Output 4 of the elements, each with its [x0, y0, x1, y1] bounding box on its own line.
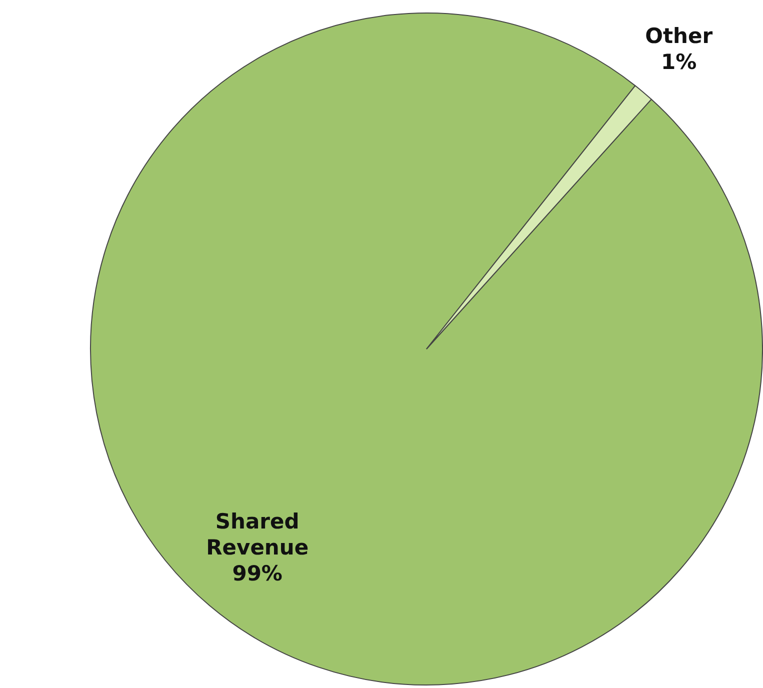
- data-label: 99%: [232, 562, 282, 586]
- slice-label: Other: [645, 24, 714, 48]
- slice-label: Shared Revenue: [206, 510, 309, 560]
- data-label: 1%: [661, 50, 697, 74]
